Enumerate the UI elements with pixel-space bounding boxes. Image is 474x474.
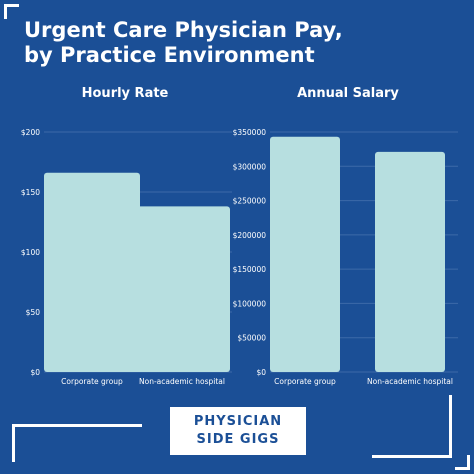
chart-title: Hourly Rate [82, 86, 169, 101]
y-tick-label: $200000 [233, 231, 267, 240]
page-title: Urgent Care Physician Pay, by Practice E… [24, 18, 454, 68]
y-tick-label: $250000 [233, 197, 267, 206]
y-tick-label: $50000 [237, 334, 266, 343]
y-tick-label: $150 [21, 188, 40, 197]
annual-salary-chart: Annual Salary $0 $50000 $100000 $150000 $2000… [233, 86, 458, 386]
frame-line [372, 455, 452, 458]
frame-line [449, 395, 452, 455]
x-tick-label: Non-academic hospital [367, 377, 453, 386]
bar [375, 151, 445, 372]
corner-mark [455, 467, 470, 470]
logo-line-2: SIDE GIGS [196, 432, 280, 447]
logo-line-1: PHYSICIAN [193, 414, 283, 429]
corner-mark [4, 4, 19, 7]
y-tick-label: $0 [256, 368, 266, 377]
corner-mark [467, 455, 470, 470]
y-tick-label: $150000 [233, 265, 267, 274]
bar [134, 206, 230, 372]
y-tick-label: $100 [21, 248, 40, 257]
y-tick-label: $50 [26, 308, 41, 317]
title-line-1: Urgent Care Physician Pay, [24, 18, 343, 42]
x-tick-label: Corporate group [61, 377, 123, 386]
y-tick-label: $200 [21, 128, 40, 137]
x-tick-label: Corporate group [274, 377, 336, 386]
bar [44, 172, 140, 372]
y-tick-label: $300000 [233, 162, 267, 171]
y-tick-label: $100000 [233, 299, 267, 308]
frame-line [12, 424, 15, 462]
chart-title: Annual Salary [297, 86, 399, 101]
x-tick-label: Non-academic hospital [139, 377, 225, 386]
title-line-2: by Practice Environment [24, 43, 315, 67]
corner-mark [4, 4, 7, 19]
hourly-rate-chart: Hourly Rate $0 $50 $100 $150 $200 Corporate gr… [21, 86, 232, 386]
bar [270, 136, 340, 372]
y-tick-label: $0 [30, 368, 40, 377]
brand-logo: PHYSICIAN SIDE GIGS [170, 407, 306, 455]
frame-line [12, 424, 142, 427]
y-tick-label: $350000 [233, 128, 267, 137]
